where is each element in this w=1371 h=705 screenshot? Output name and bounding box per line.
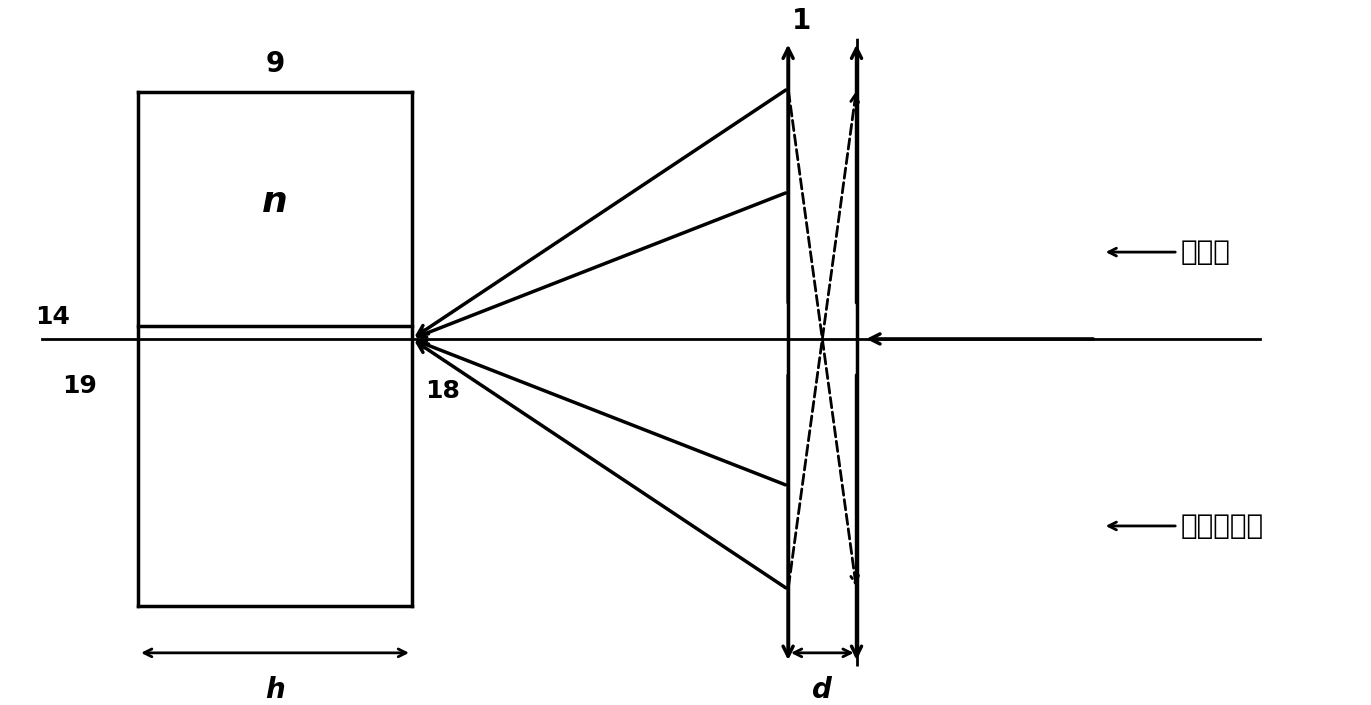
Text: 18: 18	[425, 379, 461, 403]
Text: n: n	[262, 185, 288, 219]
Text: 表面反射光: 表面反射光	[1180, 512, 1264, 540]
Text: 19: 19	[62, 374, 97, 398]
Text: h: h	[265, 676, 285, 704]
Text: 9: 9	[266, 51, 285, 78]
Text: 14: 14	[34, 305, 70, 329]
Text: d: d	[813, 676, 832, 704]
Text: 1: 1	[792, 7, 812, 35]
Text: 入射光: 入射光	[1180, 238, 1231, 266]
